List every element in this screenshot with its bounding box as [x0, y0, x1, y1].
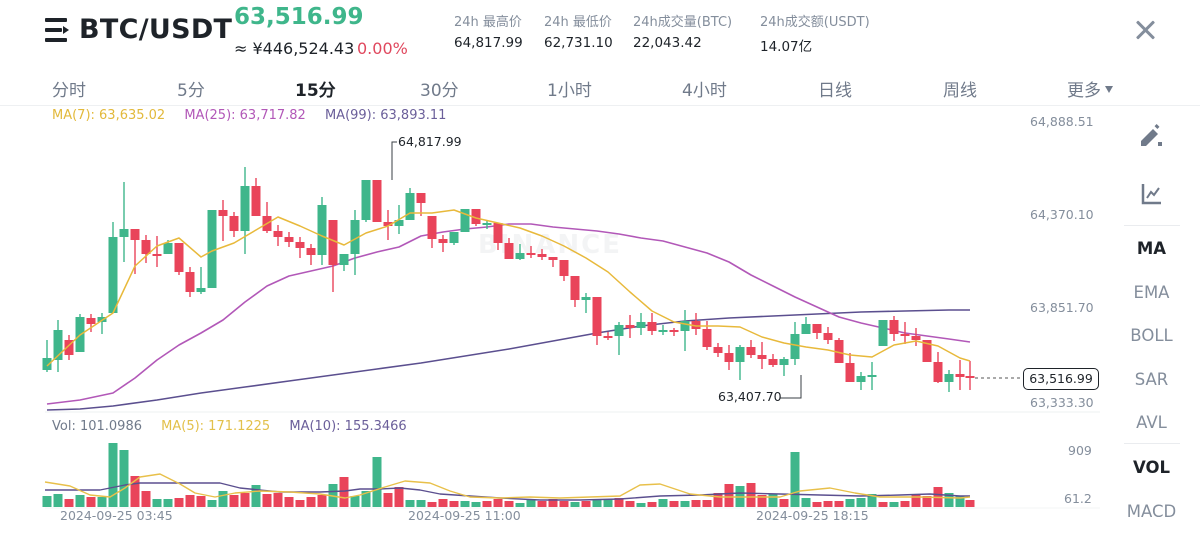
tab-more-label: 更多	[1067, 81, 1101, 101]
volume-axis-label: 61.2	[1064, 491, 1092, 506]
time-axis-label: 2024-09-25 03:45	[60, 508, 173, 523]
price-axis-label: 64,370.10	[1030, 207, 1094, 222]
ma99-value: MA(99): 63,893.11	[324, 108, 447, 123]
vol-ma5-value: MA(5): 171.1225	[161, 419, 271, 434]
indicator-ema[interactable]: EMA	[1133, 283, 1170, 302]
high-price-annotation: 64,817.99	[398, 134, 462, 149]
stat-24h-turnover-usdt: 24h成交额(USDT) 14.07亿	[760, 11, 870, 55]
tab-1h[interactable]: 1小时	[547, 81, 592, 101]
indicator-ma[interactable]: MA	[1136, 239, 1167, 258]
ma25-value: MA(25): 63,717.82	[184, 108, 306, 123]
divider	[1124, 443, 1180, 444]
volume-axis-label: 909	[1068, 443, 1092, 458]
stat-24h-high: 24h 最高价 64,817.99	[454, 11, 523, 51]
indicator-icon[interactable]	[1138, 180, 1166, 208]
indicator-avl[interactable]: AVL	[1136, 413, 1167, 432]
close-icon[interactable]	[1133, 18, 1157, 42]
tab-1d[interactable]: 日线	[818, 81, 852, 101]
stat-value: 64,817.99	[454, 35, 523, 51]
indicator-vol[interactable]: VOL	[1132, 458, 1171, 477]
cny-price: ≈ ¥446,524.43	[234, 39, 355, 58]
caret-down-icon	[1105, 86, 1113, 93]
menu-icon[interactable]	[45, 18, 71, 42]
trading-pair[interactable]: BTC/USDT	[79, 14, 233, 45]
tab-4h[interactable]: 4小时	[682, 81, 727, 101]
low-price-annotation: 63,407.70	[718, 389, 782, 404]
stat-24h-volume-btc: 24h成交量(BTC) 22,043.42	[633, 11, 732, 51]
stat-value: 22,043.42	[633, 35, 702, 51]
candlestick-chart[interactable]	[0, 0, 1110, 540]
tab-more[interactable]: 更多	[1067, 76, 1113, 101]
change-percent: 0.00%	[357, 39, 408, 58]
tab-time-sharing[interactable]: 分时	[52, 81, 86, 101]
indicator-boll[interactable]: BOLL	[1130, 326, 1173, 345]
indicator-sar[interactable]: SAR	[1134, 370, 1169, 389]
header: BTC/USDT 63,516.99 ≈ ¥446,524.43 0.00% 2…	[0, 0, 1200, 66]
tab-15m[interactable]: 15分	[295, 81, 336, 101]
stat-24h-low: 24h 最低价 62,731.10	[544, 11, 613, 51]
stat-value: 14.07亿	[760, 39, 813, 55]
volume-legend: Vol: 101.0986 MA(5): 171.1225 MA(10): 15…	[52, 419, 422, 434]
ma7-value: MA(7): 63,635.02	[52, 108, 166, 123]
stat-value: 62,731.10	[544, 35, 613, 51]
stat-label: 24h 最低价	[544, 15, 612, 30]
price-axis-label: 63,851.70	[1030, 300, 1094, 315]
tab-5m[interactable]: 5分	[177, 81, 205, 101]
time-axis-label: 2024-09-25 11:00	[408, 508, 521, 523]
draw-icon[interactable]	[1138, 122, 1166, 150]
last-price: 63,516.99	[234, 4, 364, 30]
ma-legend: MA(7): 63,635.02 MA(25): 63,717.82 MA(99…	[52, 108, 461, 123]
current-price-tag: 63,516.99	[1023, 368, 1099, 390]
indicator-macd[interactable]: MACD	[1126, 502, 1177, 521]
indicator-sidebar: MA EMA BOLL SAR AVL VOL MACD	[1110, 106, 1200, 540]
divider	[1124, 225, 1180, 226]
price-axis-label: 64,888.51	[1030, 114, 1094, 129]
vol-ma10-value: MA(10): 155.3466	[289, 419, 407, 434]
tab-1w[interactable]: 周线	[943, 81, 977, 101]
stat-label: 24h成交额(USDT)	[760, 15, 870, 30]
stat-label: 24h成交量(BTC)	[633, 15, 733, 30]
price-axis-label: 63,333.30	[1030, 395, 1094, 410]
time-axis-label: 2024-09-25 18:15	[756, 508, 869, 523]
stat-label: 24h 最高价	[454, 15, 522, 30]
tab-30m[interactable]: 30分	[420, 81, 459, 101]
interval-tabs: 分时 5分 15分 30分 1小时 4小时 日线 周线 更多	[0, 66, 1200, 106]
volume-value: Vol: 101.0986	[52, 419, 142, 434]
